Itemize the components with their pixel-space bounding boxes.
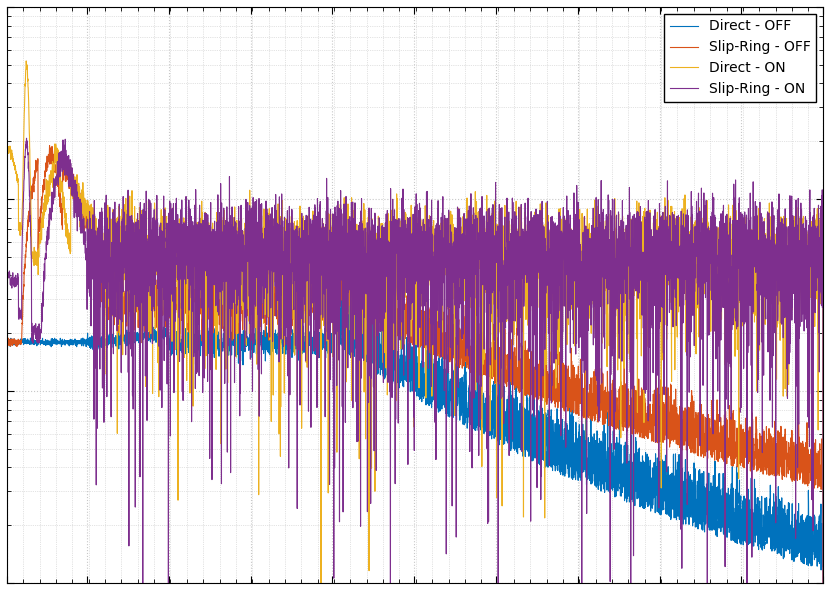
Direct - OFF xyxy=(314,330,324,337)
Slip-Ring - OFF xyxy=(2,338,12,345)
Direct - ON xyxy=(314,237,324,244)
Direct - ON xyxy=(2,147,12,154)
Line: Slip-Ring - OFF: Slip-Ring - OFF xyxy=(7,146,823,489)
Line: Direct - ON: Direct - ON xyxy=(7,61,823,590)
Direct - OFF xyxy=(491,437,501,444)
Slip-Ring - OFF xyxy=(533,386,543,393)
Slip-Ring - OFF xyxy=(491,378,501,385)
Direct - OFF xyxy=(673,477,683,484)
Slip-Ring - ON xyxy=(491,259,501,266)
Direct - OFF xyxy=(150,329,160,336)
Line: Slip-Ring - ON: Slip-Ring - ON xyxy=(7,138,823,590)
Slip-Ring - OFF xyxy=(314,286,324,293)
Direct - OFF xyxy=(331,263,341,270)
Slip-Ring - ON xyxy=(533,244,543,251)
Slip-Ring - ON xyxy=(314,242,324,250)
Legend: Direct - OFF, Slip-Ring - OFF, Direct - ON, Slip-Ring - ON: Direct - OFF, Slip-Ring - OFF, Direct - … xyxy=(664,14,816,102)
Direct - ON xyxy=(150,322,160,329)
Slip-Ring - OFF xyxy=(816,486,826,493)
Slip-Ring - ON xyxy=(22,135,32,142)
Slip-Ring - OFF xyxy=(818,452,828,459)
Direct - OFF xyxy=(2,336,12,343)
Direct - ON xyxy=(611,225,621,232)
Direct - OFF xyxy=(611,493,621,500)
Direct - OFF xyxy=(533,460,543,467)
Slip-Ring - ON xyxy=(611,251,621,258)
Slip-Ring - ON xyxy=(2,273,12,280)
Line: Direct - OFF: Direct - OFF xyxy=(7,267,823,570)
Direct - OFF xyxy=(816,566,826,573)
Direct - ON xyxy=(673,274,683,281)
Slip-Ring - OFF xyxy=(611,414,621,421)
Slip-Ring - OFF xyxy=(150,296,160,303)
Slip-Ring - OFF xyxy=(45,142,55,149)
Direct - ON xyxy=(22,57,32,64)
Direct - OFF xyxy=(818,552,828,559)
Slip-Ring - ON xyxy=(673,271,683,278)
Direct - ON xyxy=(491,494,501,501)
Slip-Ring - OFF xyxy=(673,425,683,432)
Slip-Ring - ON xyxy=(150,228,160,235)
Direct - ON xyxy=(533,234,543,241)
